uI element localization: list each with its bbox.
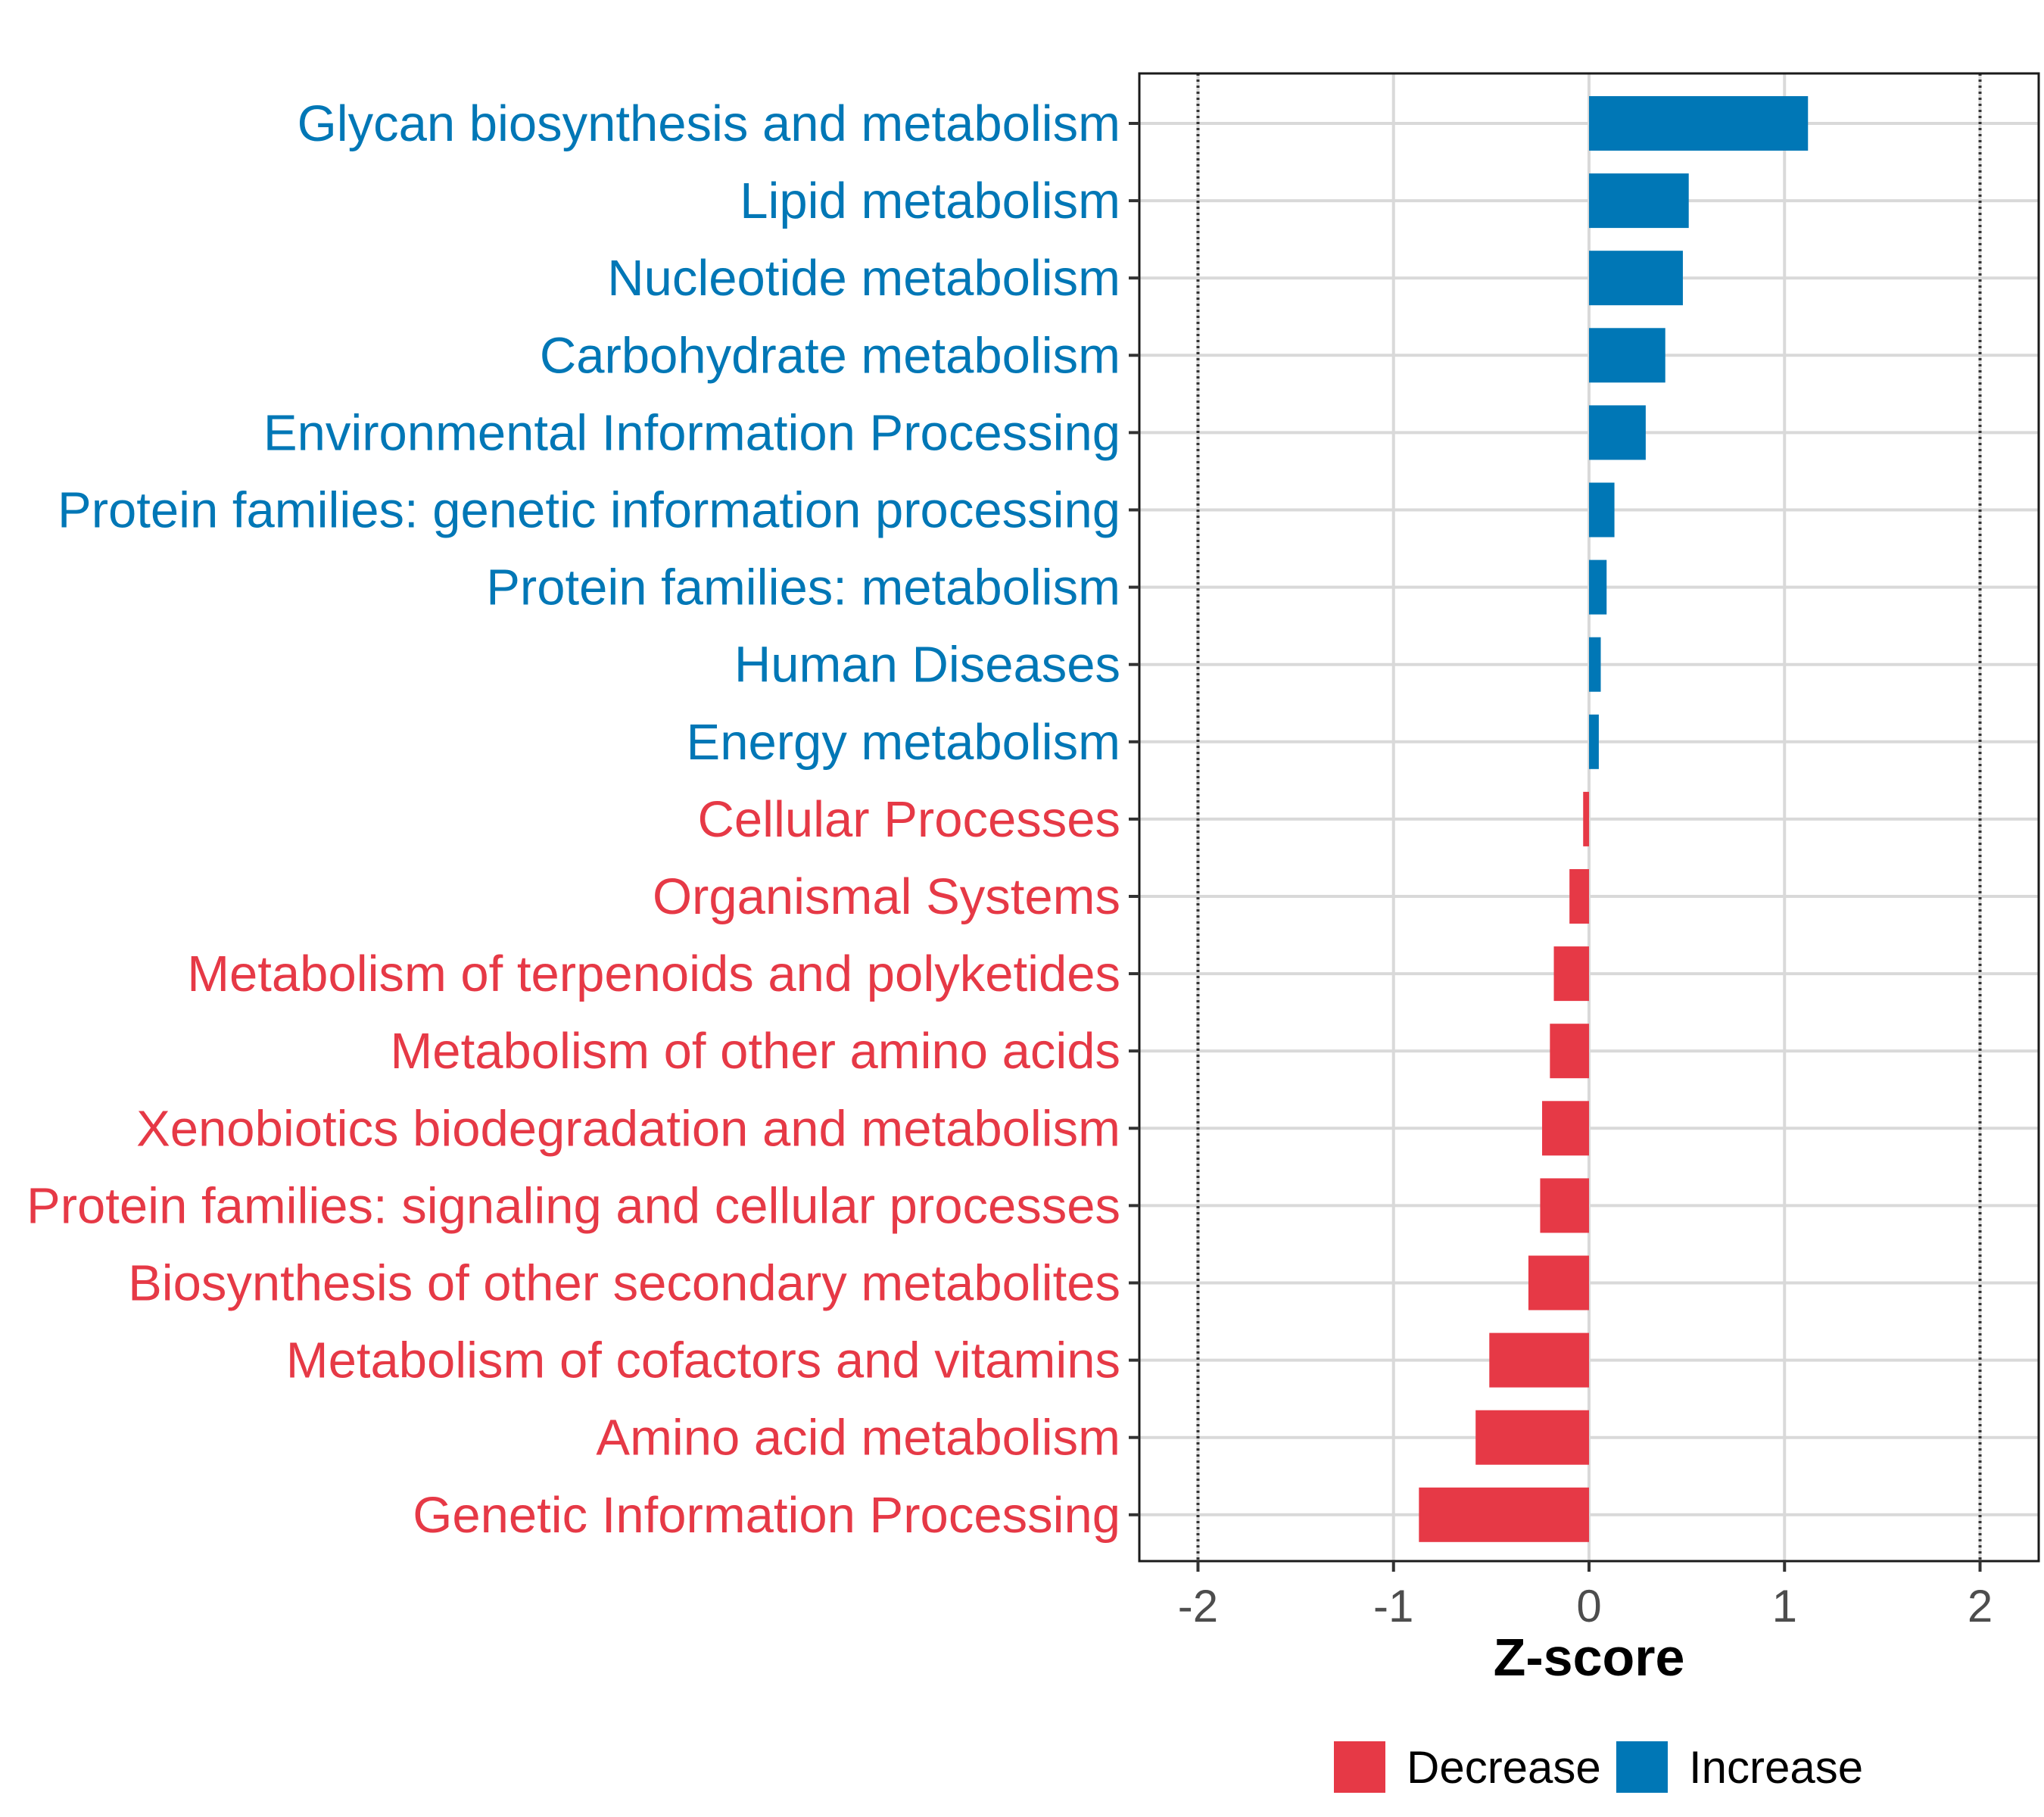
bar-9: [1583, 791, 1589, 846]
bar-17: [1475, 1410, 1589, 1465]
legend-label-decrease: Decrease: [1407, 1742, 1601, 1793]
y-label-15: Biosynthesis of other secondary metaboli…: [128, 1255, 1120, 1312]
y-label-12: Metabolism of other amino acids: [391, 1023, 1121, 1080]
y-label-13: Xenobiotics biodegradation and metabolis…: [136, 1100, 1120, 1157]
y-label-2: Nucleotide metabolism: [607, 250, 1120, 307]
bar-12: [1550, 1024, 1589, 1079]
bar-1: [1589, 173, 1689, 229]
bar-5: [1589, 482, 1615, 538]
legend: Decrease Increase: [1334, 1741, 1863, 1793]
y-label-1: Lipid metabolism: [740, 173, 1120, 229]
y-label-16: Metabolism of cofactors and vitamins: [286, 1332, 1120, 1389]
legend-label-increase: Increase: [1689, 1742, 1863, 1793]
y-label-0: Glycan biosynthesis and metabolism: [298, 95, 1120, 152]
bar-16: [1489, 1332, 1589, 1388]
bar-3: [1589, 328, 1665, 383]
y-label-4: Environmental Information Processing: [263, 404, 1120, 461]
y-label-17: Amino acid metabolism: [596, 1410, 1120, 1466]
y-label-10: Organismal Systems: [653, 868, 1120, 925]
y-label-11: Metabolism of terpenoids and polyketides: [187, 946, 1120, 1002]
y-axis-ticks: [1129, 122, 1139, 1516]
x-tick-label-3: 1: [1772, 1581, 1797, 1632]
bar-8: [1589, 714, 1599, 769]
x-tick-label-4: 2: [1968, 1581, 1993, 1632]
x-tick-label-0: -2: [1178, 1581, 1218, 1632]
bars: [1419, 96, 1809, 1542]
y-label-3: Carbohydrate metabolism: [540, 327, 1120, 384]
y-axis-labels: Glycan biosynthesis and metabolism Lipid …: [26, 95, 1120, 1544]
bar-10: [1569, 869, 1589, 924]
y-label-5: Protein families: genetic information pr…: [58, 482, 1120, 539]
bar-7: [1589, 637, 1601, 692]
bar-14: [1540, 1178, 1589, 1233]
bar-11: [1553, 946, 1589, 1002]
x-axis-tick-labels: -2 -1 0 1 2: [1178, 1581, 1993, 1632]
y-label-8: Energy metabolism: [687, 714, 1120, 771]
legend-swatch-increase: [1616, 1741, 1668, 1793]
bar-18: [1419, 1487, 1589, 1542]
x-tick-label-1: -1: [1373, 1581, 1413, 1632]
bar-2: [1589, 251, 1683, 306]
y-label-6: Protein families: metabolism: [486, 559, 1120, 616]
x-axis-ticks: [1196, 1561, 1982, 1572]
x-axis-title: Z-score: [1494, 1628, 1685, 1687]
y-label-9: Cellular Processes: [697, 791, 1120, 848]
bar-13: [1542, 1101, 1589, 1156]
bar-4: [1589, 405, 1646, 460]
y-label-18: Genetic Information Processing: [413, 1487, 1120, 1544]
y-label-14: Protein families: signaling and cellular…: [26, 1177, 1120, 1234]
bar-15: [1528, 1255, 1589, 1311]
bar-0: [1589, 96, 1809, 151]
bar-6: [1589, 559, 1607, 615]
legend-swatch-decrease: [1334, 1741, 1385, 1793]
x-tick-label-2: 0: [1576, 1581, 1601, 1632]
y-label-7: Human Diseases: [734, 637, 1120, 693]
